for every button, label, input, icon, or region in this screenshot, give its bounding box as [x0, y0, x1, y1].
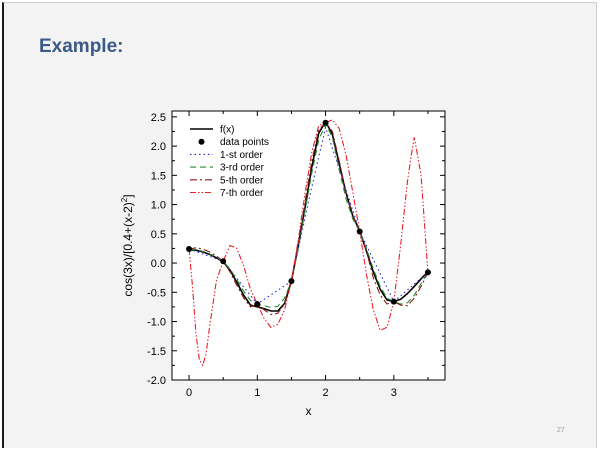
legend-label: f(x) — [220, 125, 234, 136]
y-tick-label: 2.5 — [151, 112, 166, 124]
data-point — [186, 246, 193, 253]
page-number: 27 — [557, 427, 565, 434]
series-line-3 — [189, 122, 429, 309]
data-point — [254, 300, 261, 307]
data-point — [322, 119, 329, 126]
plot-frame — [171, 110, 446, 381]
legend-marker — [198, 138, 205, 145]
plot-area — [172, 111, 445, 380]
y-tick-label: -1.0 — [147, 317, 166, 329]
y-axis-label: cos(3x)/[0.4+(x-2)2] — [120, 194, 135, 296]
series-line-5 — [188, 119, 429, 367]
y-tick-label: 0.5 — [151, 229, 166, 241]
y-tick-label: 1.5 — [151, 170, 166, 182]
legend-label: 3-rd order — [220, 163, 265, 174]
y-tick-label: 0.0 — [151, 258, 166, 270]
legend-label: 5-th order — [220, 175, 264, 186]
y-tick-label: 2.0 — [151, 141, 166, 153]
y-tick-label: 1.0 — [151, 200, 166, 212]
data-point — [390, 298, 397, 305]
x-tick-label: 0 — [186, 387, 192, 399]
data-point — [220, 258, 227, 265]
data-point — [288, 278, 295, 285]
data-point — [424, 269, 431, 276]
x-tick-label: 2 — [323, 387, 329, 399]
x-axis-label: x — [306, 404, 312, 418]
x-tick-label: 1 — [254, 387, 260, 399]
data-point — [356, 228, 363, 235]
legend-label: 7-th order — [220, 188, 264, 199]
y-tick-label: -0.5 — [147, 287, 166, 299]
series-line-2 — [188, 125, 429, 305]
y-tick-label: -1.5 — [147, 346, 166, 358]
slide-title: Example: — [39, 36, 124, 57]
legend-label: data points — [220, 137, 269, 148]
y-tick-label: -2.0 — [147, 375, 166, 387]
series-line-4 — [189, 121, 429, 316]
legend-label: 1-st order — [220, 150, 263, 161]
x-tick-label: 3 — [391, 387, 397, 399]
